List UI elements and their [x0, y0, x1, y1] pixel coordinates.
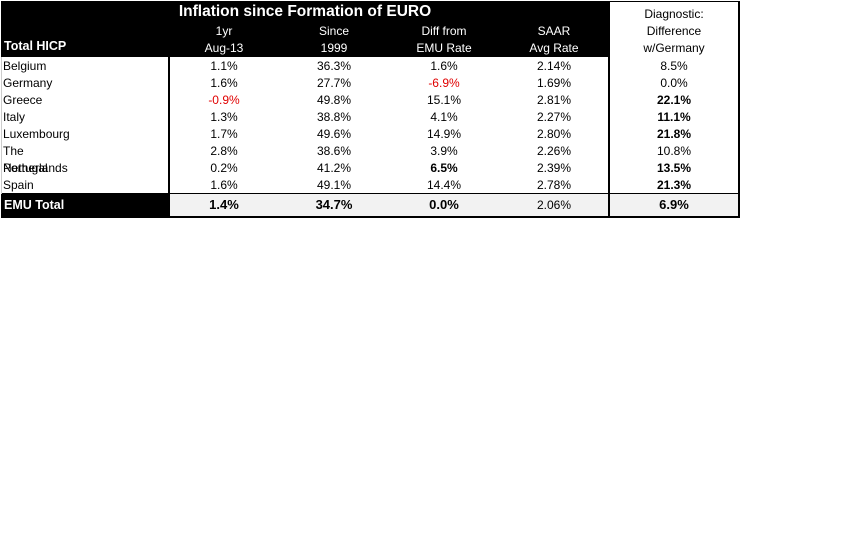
table-title: Inflation since Formation of EURO: [178, 3, 432, 20]
table-header: Inflation since Formation of EURO Total …: [1, 1, 609, 57]
col-1yr-header: 1yr Aug-13: [204, 24, 244, 55]
total-label: EMU Total: [1, 194, 169, 216]
divider: [168, 57, 170, 216]
col-saar-header: SAAR Avg Rate: [529, 24, 579, 55]
divider: [1, 193, 740, 194]
total-row: EMU Total 1.4% 34.7% 0.0% 2.06% 6.9%: [1, 194, 739, 216]
divider: [1, 216, 740, 218]
divider: [608, 1, 610, 216]
diagnostic-header: Diagnostic: Difference w/Germany: [609, 1, 739, 57]
divider: [1, 57, 2, 194]
row-header-label: Total HICP: [4, 39, 67, 53]
col-diff-header: Diff from EMU Rate: [416, 24, 472, 55]
divider: [738, 1, 740, 216]
col-since-header: Since 1999: [318, 24, 350, 55]
